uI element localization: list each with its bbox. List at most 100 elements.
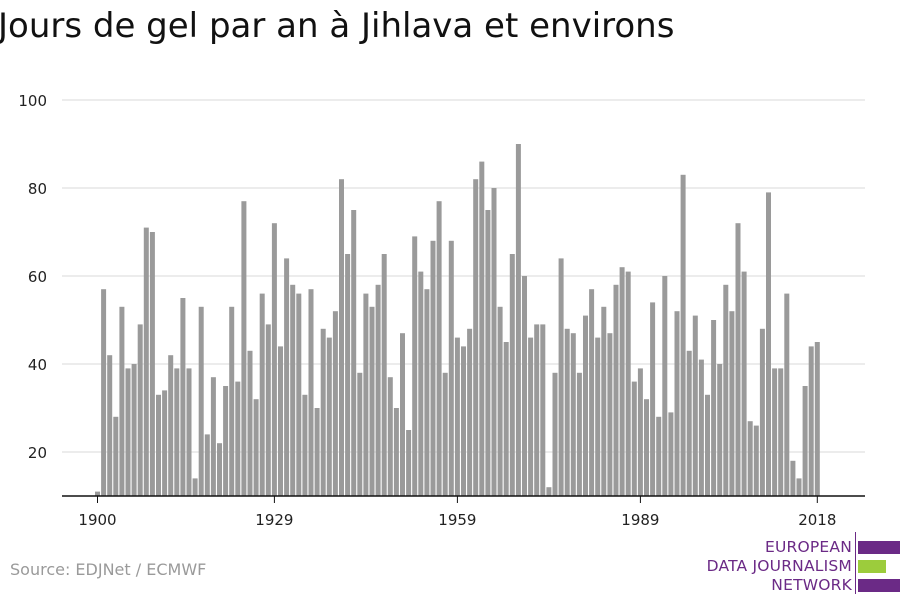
bar-1925 xyxy=(247,350,253,496)
logo-line-2: DATA JOURNALISM xyxy=(706,557,852,575)
bar-1909 xyxy=(149,232,155,496)
bar-1931 xyxy=(284,258,290,496)
bar-1947 xyxy=(381,254,387,496)
bar-1957 xyxy=(442,372,448,496)
bar-1979 xyxy=(576,372,582,496)
bar-1902 xyxy=(107,355,113,496)
bar-2013 xyxy=(784,293,790,496)
chart-title: Jours de gel par an à Jihlava et environ… xyxy=(0,6,675,46)
bar-1988 xyxy=(631,381,637,496)
bar-1956 xyxy=(436,201,442,496)
bar-1943 xyxy=(357,372,363,496)
bar-1983 xyxy=(601,306,607,496)
x-tick-label: 1929 xyxy=(255,511,293,529)
bar-1968 xyxy=(509,254,515,496)
bar-1946 xyxy=(375,284,381,496)
bar-1918 xyxy=(204,434,210,496)
bar-1971 xyxy=(528,337,534,496)
logo-line-1: EUROPEAN xyxy=(764,538,852,556)
bar-1929 xyxy=(271,223,277,496)
x-tick-label: 2018 xyxy=(798,511,836,529)
bar-1960 xyxy=(461,346,466,496)
bar-1959 xyxy=(454,337,460,496)
bar-1904 xyxy=(119,306,125,496)
bar-1984 xyxy=(607,333,613,496)
y-tick-label: 60 xyxy=(28,268,47,286)
bar-1975 xyxy=(552,372,558,496)
bar-1901 xyxy=(101,289,107,496)
bar-1914 xyxy=(180,298,186,496)
bar-1954 xyxy=(424,289,430,496)
logo-bar-purple-top xyxy=(858,541,900,554)
bar-1963 xyxy=(479,161,485,496)
bar-1992 xyxy=(656,416,662,496)
bar-1930 xyxy=(278,346,283,496)
bar-1934 xyxy=(302,394,308,496)
bar-1972 xyxy=(534,324,540,496)
y-tick-label: 100 xyxy=(18,92,47,110)
bar-1980 xyxy=(583,315,588,496)
bar-1962 xyxy=(473,179,479,496)
bar-1981 xyxy=(589,289,595,496)
bar-2001 xyxy=(711,320,717,496)
bar-1955 xyxy=(430,240,436,496)
bar-1922 xyxy=(229,306,235,496)
bar-1940 xyxy=(339,179,344,496)
logo-divider xyxy=(855,532,856,594)
bar-1913 xyxy=(174,368,180,496)
bar-1916 xyxy=(192,478,198,496)
bar-1977 xyxy=(564,328,570,496)
bar-1932 xyxy=(290,284,296,496)
bar-1919 xyxy=(210,377,216,496)
bar-1938 xyxy=(326,337,332,496)
logo-bar-purple-bottom xyxy=(858,579,900,592)
bar-1912 xyxy=(168,355,174,496)
bar-1900 xyxy=(95,491,100,496)
bar-1917 xyxy=(198,306,204,496)
bar-2002 xyxy=(717,364,723,496)
bar-1927 xyxy=(259,293,265,496)
bar-1923 xyxy=(235,381,241,496)
x-tick-label: 1900 xyxy=(78,511,116,529)
logo-line-3: NETWORK xyxy=(771,576,852,594)
bar-1961 xyxy=(467,328,473,496)
bar-2004 xyxy=(729,311,735,496)
bar-1935 xyxy=(308,289,314,496)
bar-1973 xyxy=(540,324,546,496)
bar-1998 xyxy=(692,315,698,496)
bar-1965 xyxy=(491,188,497,496)
logo-bar-green xyxy=(858,560,886,573)
bar-2007 xyxy=(747,421,753,496)
bar-1944 xyxy=(363,293,369,496)
bar-2005 xyxy=(735,223,741,496)
bar-2003 xyxy=(723,284,729,496)
y-tick-label: 80 xyxy=(28,180,47,198)
bar-2018 xyxy=(814,342,820,496)
edjnet-logo[interactable]: EUROPEAN DATA JOURNALISM NETWORK xyxy=(700,532,900,594)
bar-1907 xyxy=(137,324,143,496)
bar-2014 xyxy=(790,460,796,496)
bar-1990 xyxy=(644,399,649,496)
bar-1903 xyxy=(113,416,119,496)
bar-1941 xyxy=(345,254,351,496)
bar-2000 xyxy=(705,394,710,496)
bar-1997 xyxy=(686,350,692,496)
y-tick-label: 40 xyxy=(28,356,47,374)
bar-2015 xyxy=(796,478,802,496)
bar-2006 xyxy=(741,271,747,496)
bar-1920 xyxy=(217,443,222,496)
x-tick-label: 1959 xyxy=(438,511,476,529)
axes: 20 40 60 80 100 1900 1929 1959 1989 2018 xyxy=(18,92,865,529)
bar-1993 xyxy=(662,276,668,496)
bar-1996 xyxy=(680,174,686,497)
y-tick-label: 20 xyxy=(28,444,47,462)
bar-2011 xyxy=(772,368,778,496)
bar-1915 xyxy=(186,368,192,496)
bar-1953 xyxy=(418,271,424,496)
bar-2010 xyxy=(766,192,771,496)
bar-2012 xyxy=(778,368,784,496)
bar-1949 xyxy=(393,408,399,496)
bar-1994 xyxy=(668,412,674,496)
bar-2017 xyxy=(808,346,814,496)
bar-1939 xyxy=(332,311,338,496)
